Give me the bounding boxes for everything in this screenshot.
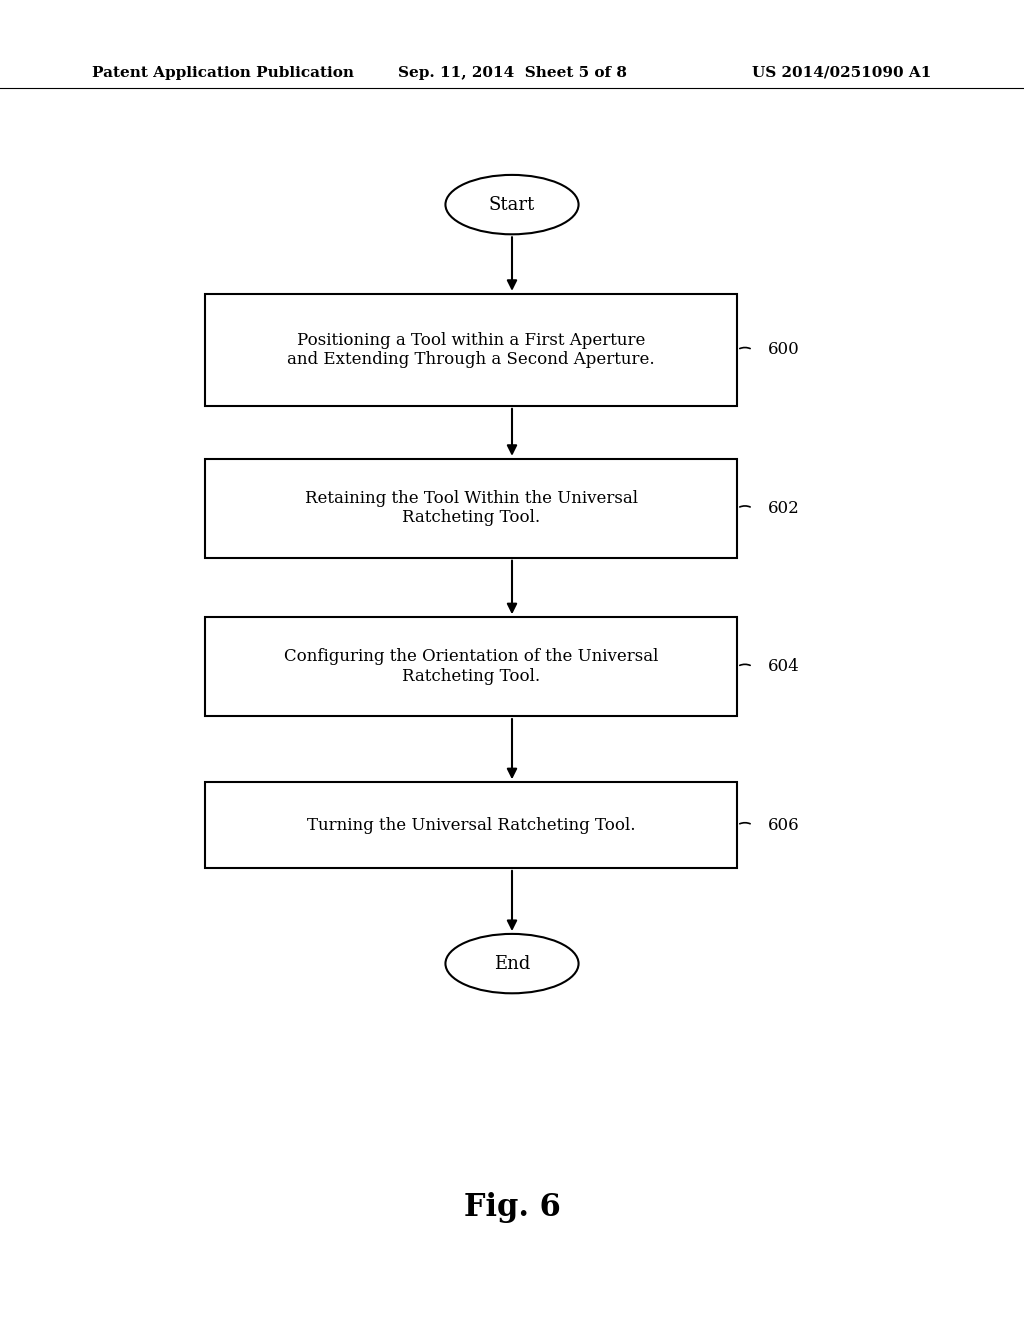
Text: 602: 602 <box>768 500 800 516</box>
Text: Retaining the Tool Within the Universal
Ratcheting Tool.: Retaining the Tool Within the Universal … <box>304 490 638 527</box>
FancyBboxPatch shape <box>205 459 737 557</box>
Ellipse shape <box>445 176 579 235</box>
Text: Turning the Universal Ratcheting Tool.: Turning the Universal Ratcheting Tool. <box>307 817 635 833</box>
Ellipse shape <box>445 935 579 993</box>
Text: US 2014/0251090 A1: US 2014/0251090 A1 <box>753 66 932 79</box>
Text: End: End <box>494 954 530 973</box>
FancyBboxPatch shape <box>205 618 737 715</box>
Text: Sep. 11, 2014  Sheet 5 of 8: Sep. 11, 2014 Sheet 5 of 8 <box>397 66 627 79</box>
FancyBboxPatch shape <box>205 781 737 869</box>
FancyBboxPatch shape <box>205 294 737 407</box>
Text: Configuring the Orientation of the Universal
Ratcheting Tool.: Configuring the Orientation of the Unive… <box>284 648 658 685</box>
Text: Patent Application Publication: Patent Application Publication <box>92 66 354 79</box>
Text: 600: 600 <box>768 342 800 358</box>
Text: 604: 604 <box>768 659 800 675</box>
Text: Fig. 6: Fig. 6 <box>464 1192 560 1224</box>
Text: 606: 606 <box>768 817 800 833</box>
Text: Start: Start <box>488 195 536 214</box>
Text: Positioning a Tool within a First Aperture
and Extending Through a Second Apertu: Positioning a Tool within a First Apertu… <box>287 331 655 368</box>
